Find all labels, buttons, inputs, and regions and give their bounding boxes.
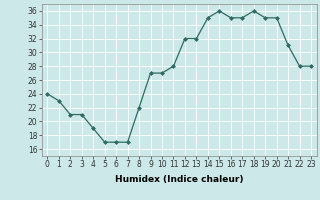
X-axis label: Humidex (Indice chaleur): Humidex (Indice chaleur) xyxy=(115,175,244,184)
